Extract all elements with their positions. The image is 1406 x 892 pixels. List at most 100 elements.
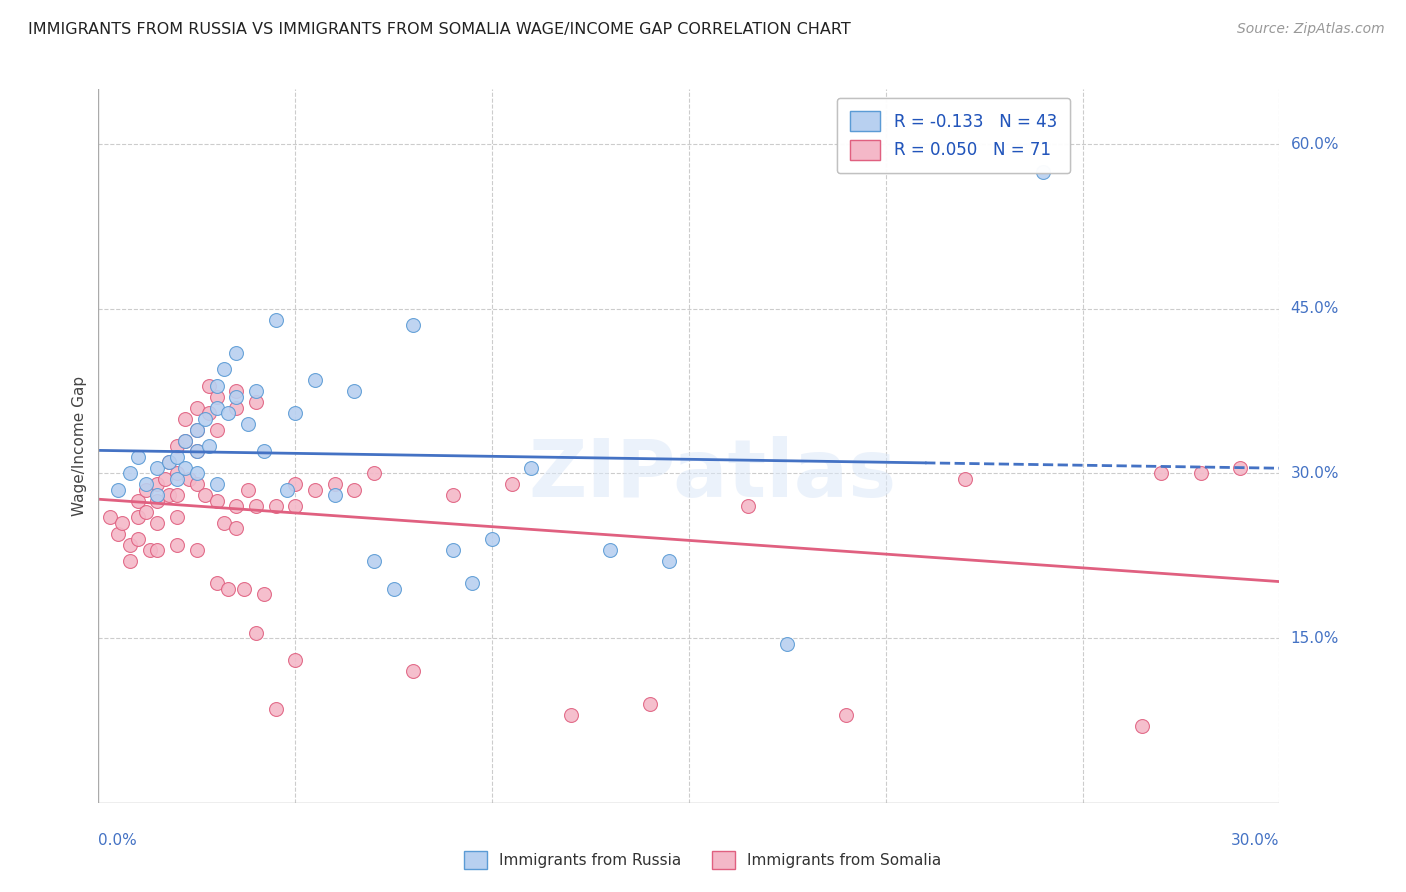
Point — [276, 483, 298, 497]
Point — [166, 538, 188, 552]
Point — [174, 411, 197, 425]
Point — [481, 533, 503, 547]
Point — [155, 472, 177, 486]
Point — [737, 500, 759, 514]
Point — [205, 477, 228, 491]
Text: IMMIGRANTS FROM RUSSIA VS IMMIGRANTS FROM SOMALIA WAGE/INCOME GAP CORRELATION CH: IMMIGRANTS FROM RUSSIA VS IMMIGRANTS FRO… — [28, 22, 851, 37]
Point — [343, 384, 366, 398]
Point — [214, 362, 236, 376]
Point — [146, 543, 169, 558]
Point — [776, 637, 799, 651]
Point — [225, 500, 247, 514]
Point — [166, 510, 188, 524]
Text: 30.0%: 30.0% — [1232, 833, 1279, 848]
Point — [253, 444, 276, 458]
Point — [245, 395, 267, 409]
Point — [363, 467, 385, 481]
Point — [146, 516, 169, 530]
Point — [205, 423, 228, 437]
Point — [186, 543, 208, 558]
Point — [197, 439, 219, 453]
Point — [658, 554, 681, 568]
Point — [146, 461, 169, 475]
Point — [501, 477, 523, 491]
Point — [186, 444, 208, 458]
Point — [343, 483, 366, 497]
Point — [194, 488, 217, 502]
Text: 15.0%: 15.0% — [1291, 631, 1339, 646]
Point — [953, 472, 976, 486]
Point — [225, 401, 247, 415]
Point — [186, 423, 208, 437]
Point — [118, 467, 141, 481]
Legend: R = -0.133   N = 43, R = 0.050   N = 71: R = -0.133 N = 43, R = 0.050 N = 71 — [837, 97, 1070, 173]
Point — [118, 538, 141, 552]
Point — [166, 439, 188, 453]
Point — [284, 406, 307, 420]
Point — [138, 543, 160, 558]
Point — [284, 500, 307, 514]
Point — [284, 477, 307, 491]
Point — [236, 417, 259, 431]
Point — [217, 406, 239, 420]
Point — [245, 500, 267, 514]
Point — [127, 450, 149, 464]
Text: 45.0%: 45.0% — [1291, 301, 1339, 317]
Point — [166, 488, 188, 502]
Text: 30.0%: 30.0% — [1291, 466, 1339, 481]
Y-axis label: Wage/Income Gap: Wage/Income Gap — [72, 376, 87, 516]
Point — [217, 582, 239, 596]
Point — [560, 708, 582, 723]
Point — [402, 664, 425, 678]
Point — [382, 582, 405, 596]
Text: Source: ZipAtlas.com: Source: ZipAtlas.com — [1237, 22, 1385, 37]
Point — [174, 461, 197, 475]
Point — [323, 488, 346, 502]
Point — [166, 467, 188, 481]
Point — [98, 510, 121, 524]
Point — [166, 450, 188, 464]
Point — [146, 494, 169, 508]
Point — [520, 461, 543, 475]
Point — [186, 401, 208, 415]
Point — [127, 533, 149, 547]
Point — [205, 494, 228, 508]
Point — [245, 384, 267, 398]
Point — [111, 516, 134, 530]
Point — [186, 444, 208, 458]
Point — [1229, 461, 1251, 475]
Point — [225, 521, 247, 535]
Point — [1150, 467, 1173, 481]
Text: 60.0%: 60.0% — [1291, 136, 1339, 152]
Point — [323, 477, 346, 491]
Point — [205, 401, 228, 415]
Point — [197, 378, 219, 392]
Point — [146, 488, 169, 502]
Point — [264, 500, 287, 514]
Point — [135, 483, 157, 497]
Point — [174, 434, 197, 448]
Point — [638, 697, 661, 711]
Point — [107, 483, 129, 497]
Point — [599, 543, 621, 558]
Point — [186, 477, 208, 491]
Point — [157, 455, 180, 469]
Point — [197, 406, 219, 420]
Point — [304, 483, 326, 497]
Text: ZIPatlas: ZIPatlas — [529, 435, 897, 514]
Point — [402, 318, 425, 333]
Point — [127, 510, 149, 524]
Point — [1130, 719, 1153, 733]
Point — [264, 312, 287, 326]
Point — [118, 554, 141, 568]
Point — [304, 373, 326, 387]
Point — [214, 516, 236, 530]
Point — [157, 455, 180, 469]
Point — [245, 625, 267, 640]
Point — [441, 543, 464, 558]
Point — [194, 411, 217, 425]
Legend: Immigrants from Russia, Immigrants from Somalia: Immigrants from Russia, Immigrants from … — [458, 845, 948, 875]
Point — [284, 653, 307, 667]
Point — [135, 505, 157, 519]
Point — [186, 423, 208, 437]
